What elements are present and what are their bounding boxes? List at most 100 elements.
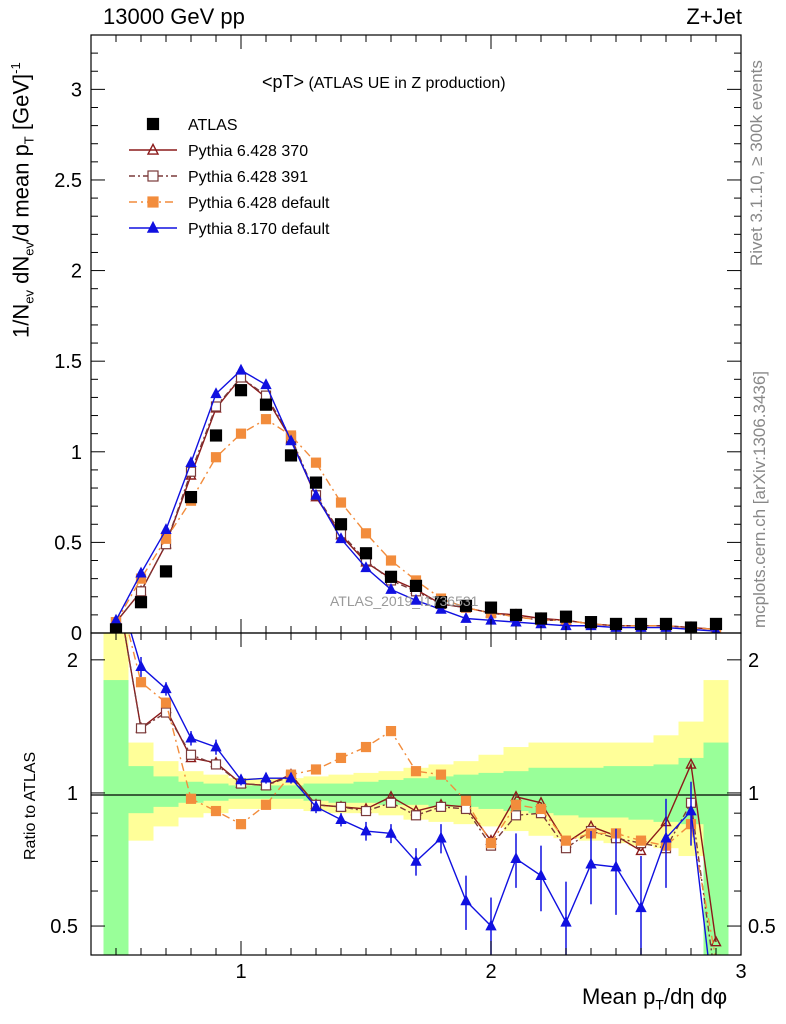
ratio-point-pythia-8-170-default — [635, 901, 647, 913]
ratio-point-pythia-6-428-default — [260, 799, 272, 810]
ratio-point-pythia-6-428-default — [435, 769, 447, 780]
ratio-point-pythia-6-428-default — [112, 577, 121, 586]
ratio-point-pythia-8-170-default — [285, 771, 297, 783]
legend-label-pythia-8-170-default: Pythia 8.170 default — [188, 221, 330, 238]
data-point-atlas — [509, 608, 523, 621]
legend-label-pythia-6-428-370: Pythia 6.428 370 — [188, 143, 308, 160]
ratio-point-pythia-8-170-default — [535, 869, 547, 881]
ratio-point-pythia-8-170-default — [435, 831, 447, 843]
data-point-atlas — [534, 612, 548, 625]
data-point-atlas — [209, 429, 223, 442]
ratio-point-pythia-6-428-370 — [685, 757, 697, 769]
y-tick-label-ratio: 1 — [67, 783, 78, 805]
ratio-point-pythia-8-170-default — [112, 577, 121, 586]
data-point-atlas — [584, 616, 598, 629]
ratio-point-pythia-6-428-default — [510, 799, 522, 810]
data-point-pythia-8-170-default — [135, 566, 147, 578]
data-point-atlas — [334, 518, 348, 531]
ratio-series-group — [112, 577, 722, 1024]
legend-label-pythia-6-428-default: Pythia 6.428 default — [188, 195, 330, 212]
data-point-atlas — [134, 596, 148, 609]
header-right: Z+Jet — [686, 4, 742, 29]
inner-band-bin — [203, 783, 229, 801]
data-point-pythia-8-170-default — [435, 602, 447, 614]
data-point-atlas — [384, 570, 398, 583]
data-point-pythia-8-170-default — [235, 363, 247, 375]
ratio-point-pythia-6-428-default — [360, 741, 372, 753]
mcplots-label: mcplots.cern.ch [arXiv:1306.3436] — [750, 370, 769, 628]
inner-band-bin — [478, 772, 504, 809]
ratio-point-pythia-6-428-391 — [510, 810, 522, 821]
data-point-pythia-6-428-default — [360, 528, 372, 539]
y-tick-label-ratio-right: 1 — [748, 783, 759, 805]
ratio-point-pythia-6-428-default — [310, 764, 322, 775]
inner-band-bin — [128, 766, 154, 814]
data-point-pythia-8-170-default — [310, 488, 322, 500]
ratio-point-pythia-6-428-391 — [185, 749, 197, 760]
data-point-pythia-8-170-default — [260, 378, 272, 390]
legend-label-pythia-6-428-391: Pythia 6.428 391 — [188, 169, 308, 186]
inner-band-bin — [578, 767, 604, 818]
ratio-point-pythia-6-428-default — [135, 677, 147, 688]
ratio-point-pythia-6-428-370 — [112, 577, 121, 586]
inner-band-bin — [353, 781, 379, 803]
analysis-watermark: ATLAS_2019_I1736531 — [330, 593, 479, 609]
ratio-point-pythia-8-170-default — [185, 731, 197, 743]
legend-label-atlas: ATLAS — [188, 117, 238, 134]
x-tick-label: 1 — [235, 961, 246, 983]
ratio-point-pythia-8-170-default — [360, 824, 372, 836]
ratio-point-pythia-8-170-default — [210, 740, 222, 752]
y-tick-label-ratio: 2 — [67, 650, 78, 672]
ratio-point-pythia-8-170-default — [310, 800, 322, 812]
y-tick-label-main: 0 — [71, 623, 82, 645]
data-point-atlas — [484, 601, 498, 614]
ratio-point-pythia-6-428-391 — [160, 707, 172, 718]
data-point-pythia-6-428-default — [210, 452, 222, 463]
data-point-pythia-8-170-default — [210, 387, 222, 399]
data-point-pythia-8-170-default — [385, 582, 397, 594]
ratio-uncertainty-bands — [103, 633, 729, 955]
header-left: 13000 GeV pp — [103, 4, 245, 29]
ratio-point-pythia-6-428-370 — [635, 844, 647, 856]
data-point-pythia-6-428-default — [260, 414, 272, 425]
ratio-point-pythia-6-428-391 — [385, 797, 397, 808]
data-point-atlas — [184, 490, 198, 504]
ratio-point-pythia-8-170-default — [510, 852, 522, 864]
ratio-point-pythia-8-170-default — [712, 1019, 721, 1024]
data-point-pythia-8-170-default — [360, 561, 372, 573]
ratio-y-axis-label: Ratio to ATLAS — [22, 751, 39, 860]
inner-band-bin — [703, 742, 729, 955]
data-point-atlas — [434, 596, 448, 609]
data-point-pythia-8-170-default — [510, 615, 522, 627]
y-tick-label-main: 2 — [71, 261, 82, 283]
inner-band-bin — [103, 680, 129, 955]
ratio-point-pythia-6-428-default — [635, 835, 647, 846]
ratio-point-pythia-6-428-default — [210, 805, 222, 817]
data-point-atlas — [459, 599, 473, 612]
y-tick-label-main: 2.5 — [54, 170, 82, 192]
ratio-point-pythia-6-428-391 — [112, 577, 121, 586]
ratio-point-pythia-6-428-default — [535, 803, 547, 815]
data-point-pythia-6-428-default — [310, 457, 322, 468]
data-point-atlas — [559, 610, 573, 623]
data-point-pythia-8-170-default — [160, 523, 172, 535]
ratio-point-pythia-6-428-391 — [335, 801, 347, 812]
ratio-point-pythia-8-170-default — [385, 826, 397, 838]
data-point-atlas — [409, 579, 423, 592]
ratio-point-pythia-6-428-default — [335, 752, 347, 764]
ratio-point-pythia-6-428-default — [410, 766, 422, 777]
rivet-label: Rivet 3.1.10, ≥ 300k events — [747, 60, 766, 266]
data-point-pythia-8-170-default — [410, 593, 422, 605]
ratio-point-pythia-6-428-default — [160, 697, 172, 708]
ratio-point-pythia-8-170-default — [135, 660, 147, 672]
ratio-point-pythia-6-428-default — [710, 954, 722, 955]
inner-band-bin — [303, 783, 329, 801]
ratio-point-pythia-8-170-default — [485, 919, 497, 931]
data-point-pythia-6-428-391 — [135, 586, 147, 597]
axis-tick-labels: 0 0.5 1 1.5 2 2.5 3 0.5 0.5 1 1 2 2 1 2 3 — [50, 79, 776, 983]
data-point-pythia-6-428-default — [235, 428, 247, 439]
inner-band-bin — [328, 783, 354, 803]
ratio-point-pythia-6-428-default — [185, 793, 197, 804]
ratio-point-pythia-8-170-default — [685, 804, 697, 816]
ratio-point-pythia-6-428-370 — [710, 935, 722, 947]
